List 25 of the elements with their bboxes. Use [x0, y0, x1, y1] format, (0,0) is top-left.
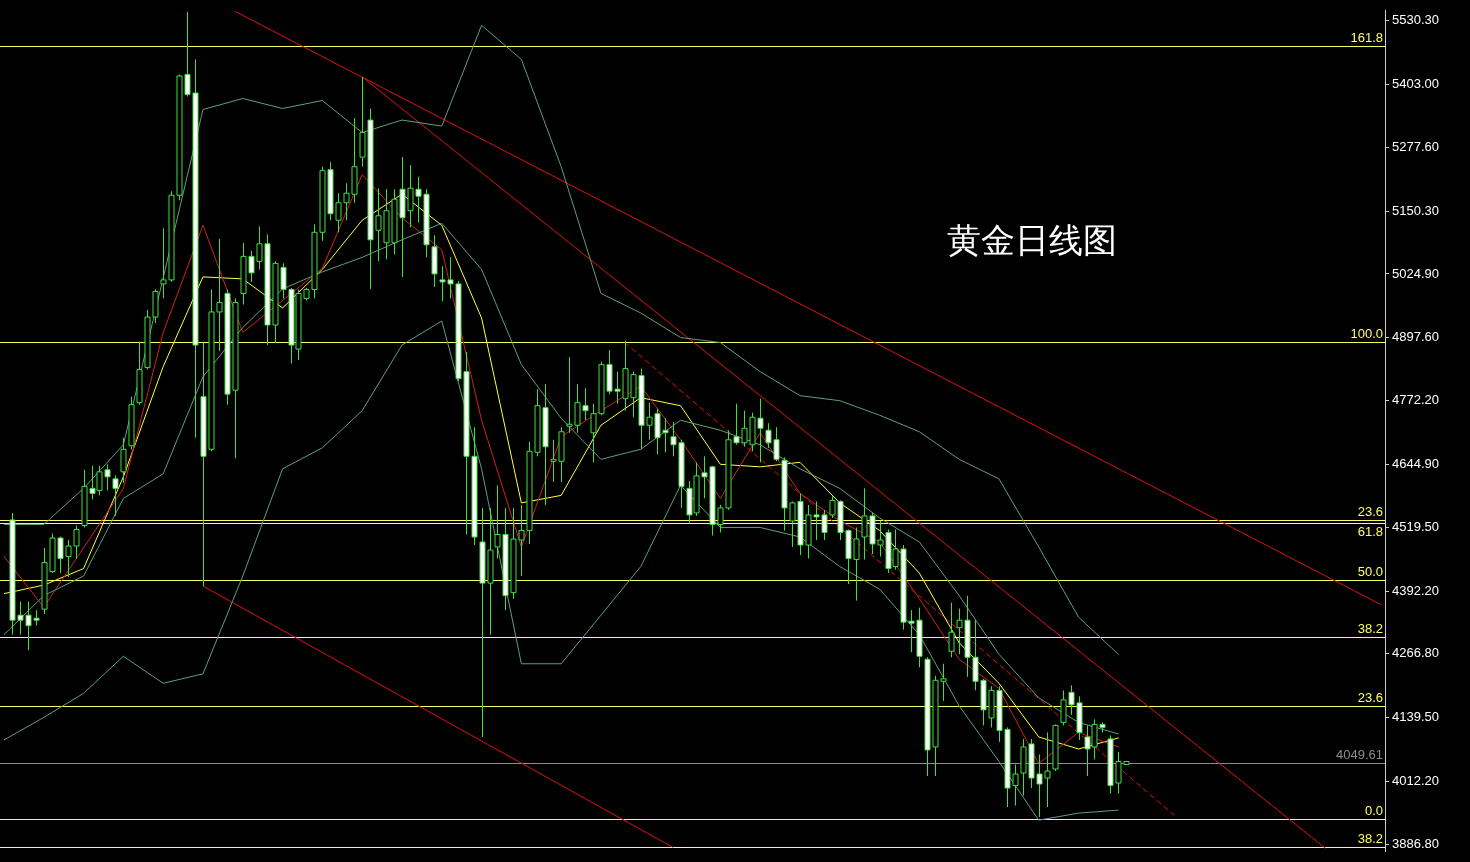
- y-tick-label: 5530.30: [1392, 12, 1439, 28]
- y-tick-label: 4519.50: [1392, 518, 1439, 534]
- y-tick-label: 4266.80: [1392, 645, 1439, 661]
- annotation: 38.2: [1357, 620, 1383, 636]
- y-tick-label: 5277.60: [1392, 138, 1439, 154]
- annotation: 0.0: [1364, 802, 1383, 818]
- annotation: 23.6: [1357, 503, 1383, 519]
- annotation: 38.2: [1357, 830, 1383, 846]
- annotation: 100.0: [1350, 325, 1383, 341]
- y-tick-label: 4139.50: [1392, 709, 1439, 725]
- y-tick-label: 4772.20: [1392, 392, 1439, 408]
- ref-line-label: 4049.61: [1336, 746, 1383, 762]
- y-tick-label: 5150.30: [1392, 202, 1439, 218]
- y-tick-label: 3886.80: [1392, 835, 1439, 851]
- annotation: 50.0: [1357, 563, 1383, 579]
- y-tick-label: 5024.90: [1392, 265, 1439, 281]
- annotation: 23.6: [1357, 689, 1383, 705]
- y-tick-label: 5403.00: [1392, 76, 1439, 92]
- annotation: 161.8: [1350, 29, 1383, 45]
- y-tick-label: 4012.20: [1392, 773, 1439, 789]
- y-tick-label: 4897.60: [1392, 329, 1439, 345]
- text: 黄金日线图: [946, 219, 1117, 260]
- y-tick-label: 4644.90: [1392, 455, 1439, 471]
- annotation: 61.8: [1357, 523, 1383, 539]
- y-tick-label: 4392.20: [1392, 582, 1439, 598]
